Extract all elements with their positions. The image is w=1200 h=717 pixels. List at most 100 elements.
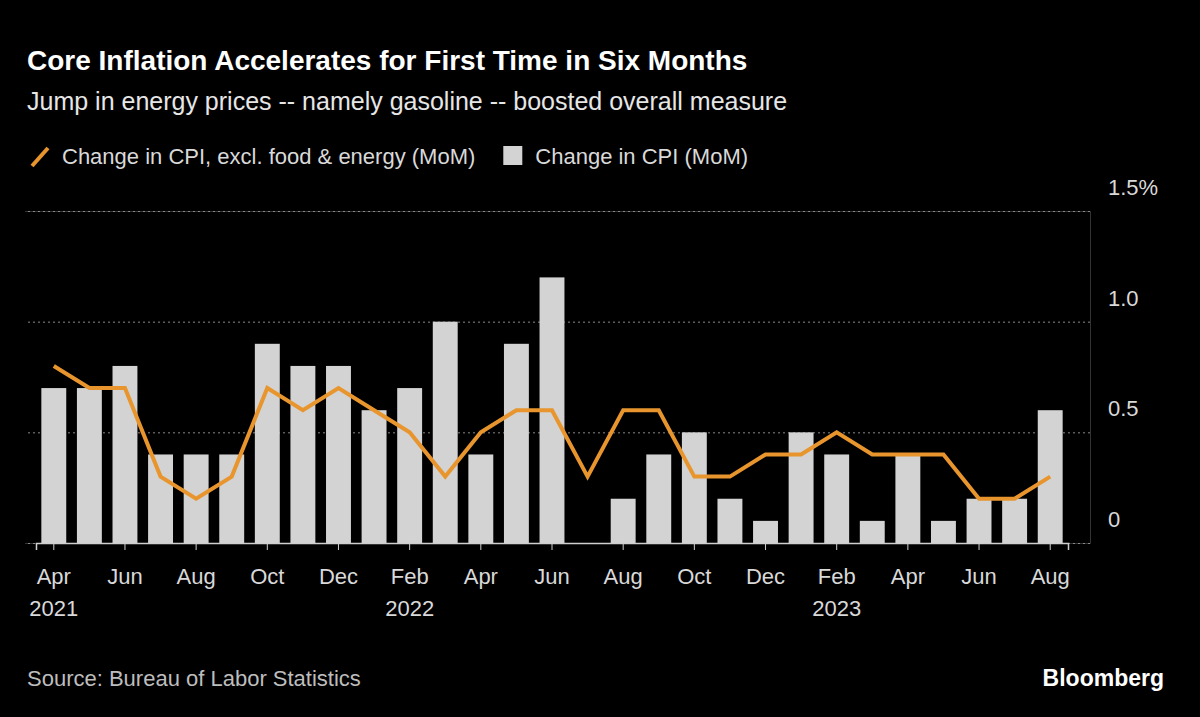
x-tick-mark [623, 543, 624, 550]
bar [77, 388, 102, 543]
x-tick-label-line: 2021 [29, 596, 78, 621]
bar [290, 366, 315, 543]
y-tick-label: 1.0 [1108, 286, 1139, 311]
bar [860, 521, 885, 543]
x-tick-label: Apr [464, 564, 498, 589]
x-tick-label-line: Aug [177, 564, 216, 589]
background [0, 0, 1200, 717]
y-tick-label: 0 [1108, 507, 1120, 532]
x-tick-mark [445, 543, 446, 550]
x-tick-mark [124, 543, 125, 550]
x-tick-label: Aug [1031, 564, 1070, 589]
x-tick-label: Aug [604, 564, 643, 589]
y-tick: 0.5 [25, 396, 1139, 433]
y-tick-label: 0.5 [1108, 396, 1139, 421]
x-tick: Oct [677, 543, 711, 589]
x-tick [658, 543, 659, 550]
bar [753, 521, 778, 543]
bar [219, 454, 244, 543]
x-tick-mark [231, 543, 232, 550]
legend-item: Change in CPI, excl. food & energy (MoM) [32, 144, 475, 169]
x-tick: Feb2022 [385, 543, 434, 621]
x-tick-mark [516, 543, 517, 550]
x-tick [445, 543, 446, 550]
x-tick-mark [302, 543, 303, 550]
x-tick-label: Jun [107, 564, 142, 589]
x-tick [587, 543, 588, 550]
x-tick-mark [374, 543, 375, 550]
subtitle: Jump in energy prices -- namely gasoline… [27, 87, 787, 115]
x-tick [302, 543, 303, 550]
x-tick-label: Aug [177, 564, 216, 589]
x-tick-label: Jun [534, 564, 569, 589]
bar [41, 388, 66, 543]
x-tick-mark [658, 543, 659, 550]
bar [646, 454, 671, 543]
bar [611, 499, 636, 543]
x-tick [872, 543, 873, 550]
x-tick-mark [907, 543, 908, 550]
bar [397, 388, 422, 543]
x-tick [89, 543, 90, 550]
x-tick-label-line: Dec [319, 564, 358, 589]
bar [682, 432, 707, 543]
x-tick-label-line: Jun [961, 564, 996, 589]
x-tick-mark [836, 543, 837, 550]
bar [967, 499, 992, 543]
bar [433, 322, 458, 543]
x-tick-mark [801, 543, 802, 550]
y-axis-line [25, 212, 1091, 544]
x-tick: Apr 2021 [29, 543, 78, 621]
x-tick-label: Jun [961, 564, 996, 589]
x-tick-label-line: 2023 [812, 596, 861, 621]
x-tick: Feb 2023 [812, 543, 861, 621]
x-tick [1014, 543, 1015, 550]
x-tick-mark [872, 543, 873, 550]
x-tick: Apr [464, 543, 498, 589]
x-tick: Apr [891, 543, 925, 589]
bar [717, 499, 742, 543]
x-tick-label-line: Feb [818, 564, 856, 589]
x-tick-label: Feb2022 [385, 564, 434, 621]
x-tick [516, 543, 517, 550]
x-tick-mark [267, 543, 268, 550]
x-tick-mark [196, 543, 197, 550]
x-tick-mark [552, 543, 553, 550]
x-tick-mark [765, 543, 766, 550]
bar [362, 410, 387, 543]
x-tick-mark [694, 543, 695, 550]
x-tick-label-line: Feb [391, 564, 429, 589]
x-tick: Aug [1031, 543, 1070, 589]
x-tick-mark [1014, 543, 1015, 550]
bar [931, 521, 956, 543]
x-tick: Dec [746, 543, 785, 589]
x-tick-label: Oct [250, 564, 284, 589]
x-tick-label-line: Apr [464, 564, 498, 589]
bar [255, 344, 280, 543]
x-tick: Dec [319, 543, 358, 589]
x-tick-mark [1050, 543, 1051, 550]
x-tick-label-line: Aug [604, 564, 643, 589]
bar-series [41, 277, 1062, 543]
x-tick [374, 543, 375, 550]
x-tick-label: Apr 2021 [29, 564, 78, 621]
x-axis: Apr 2021 Jun Aug Oct Dec Feb2022 Apr Jun Aug Oct De… [29, 543, 1069, 621]
x-tick-mark [338, 543, 339, 550]
bar [504, 344, 529, 543]
chart: Core Inflation Accelerates for First Tim… [0, 0, 1200, 717]
source: Source: Bureau of Labor Statistics [27, 666, 361, 691]
x-tick: Aug [177, 543, 216, 589]
x-tick-mark [979, 543, 980, 550]
legend: Change in CPI, excl. food & energy (MoM)… [32, 144, 748, 169]
x-tick: Jun [107, 543, 142, 589]
bar [468, 454, 493, 543]
y-tick: 1.5% [25, 175, 1158, 212]
x-tick-label-line: Apr [891, 564, 925, 589]
x-tick-label: Apr [891, 564, 925, 589]
x-tick-label: Dec [746, 564, 785, 589]
x-tick [231, 543, 232, 550]
x-tick-label-line: Apr [37, 564, 71, 589]
credit: Bloomberg [1043, 665, 1164, 691]
x-tick-label-line: Jun [534, 564, 569, 589]
x-tick: Oct [250, 543, 284, 589]
